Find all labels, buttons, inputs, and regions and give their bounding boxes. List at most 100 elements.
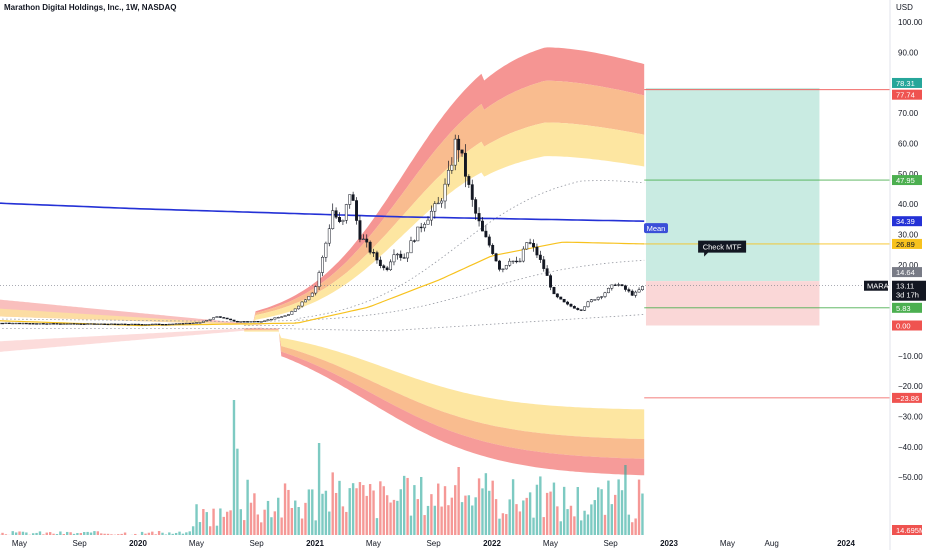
price-tag-stop-top	[892, 89, 922, 100]
volume-bar	[123, 532, 127, 535]
time-tick: May	[720, 539, 735, 548]
volume-bar	[382, 486, 385, 535]
candle-body	[269, 318, 273, 321]
volume-bar	[542, 517, 545, 535]
candle-body	[477, 213, 481, 222]
candle-body	[457, 138, 461, 151]
volume-bar	[273, 511, 277, 535]
volume-bar	[45, 532, 48, 535]
stop-zone[interactable]	[645, 281, 820, 326]
volume-bar	[556, 506, 559, 535]
volume-bar	[593, 500, 596, 535]
volume-bar	[324, 490, 328, 535]
volume-bar	[263, 509, 266, 535]
volume-bar	[290, 508, 294, 535]
volume-bar	[96, 531, 100, 535]
volume-bar	[426, 505, 430, 535]
mean-tag[interactable]	[643, 223, 668, 234]
candle-body	[606, 287, 610, 294]
candle-body	[555, 293, 559, 298]
candle-body	[273, 317, 277, 320]
price-tag-volume-label	[892, 525, 922, 535]
price-tag-entry-price	[892, 267, 922, 278]
volume-bar	[11, 531, 14, 535]
volume-bar	[270, 517, 273, 535]
candle-body	[24, 322, 28, 325]
time-tick: Sep	[72, 539, 87, 548]
check-mtf-callout[interactable]	[698, 240, 747, 257]
volume-bar	[484, 473, 488, 535]
volume-bar	[576, 487, 579, 535]
volume-bar	[256, 514, 260, 535]
candle-body	[150, 323, 154, 326]
time-axis[interactable]: May Sep 2020 May Sep 2021 May Sep 2022 May Sep 2023…	[12, 539, 856, 548]
candle-body	[38, 323, 42, 325]
candle-body	[446, 170, 450, 185]
candle-body	[133, 323, 137, 326]
candle-body	[106, 323, 110, 326]
candle-body	[474, 199, 478, 214]
candle-body	[167, 323, 171, 326]
volume-bar	[617, 479, 620, 535]
volume-bar	[202, 509, 205, 535]
candle-body	[576, 308, 580, 310]
volume-bar	[304, 502, 307, 535]
volume-bar	[583, 510, 586, 535]
candle-body	[116, 323, 120, 326]
price-tag-text: 5.83	[896, 304, 911, 313]
volume-bar	[379, 481, 382, 535]
candle-body	[610, 284, 614, 289]
candle-body	[324, 242, 328, 258]
candle-body	[239, 321, 243, 323]
candle-body	[603, 292, 607, 297]
volume-bar	[260, 522, 263, 535]
price-tick: 30.00	[898, 231, 919, 240]
volume-bar	[501, 513, 505, 535]
upper-band-left-inner	[0, 308, 262, 326]
candle-body	[290, 311, 294, 315]
volume-bar	[518, 511, 522, 535]
time-tick: 2023	[660, 539, 678, 548]
price-tag-text: 47.95	[896, 176, 915, 185]
volume-bar	[174, 532, 178, 535]
candle-body	[191, 322, 195, 325]
volume-bar	[620, 490, 624, 535]
volume-bar	[488, 490, 491, 535]
volume-bar	[317, 443, 321, 535]
candle-body	[103, 323, 107, 325]
candle-body	[538, 254, 542, 260]
candle-body	[433, 203, 437, 212]
volume-bar	[79, 533, 83, 535]
volume-bar	[641, 493, 644, 535]
candle-body	[147, 324, 151, 326]
lower-dotted-guide	[0, 314, 645, 332]
upper-band-left	[0, 299, 262, 326]
volume-bar	[185, 532, 188, 535]
plot-area[interactable]: Mean Check MTF	[0, 47, 890, 535]
candle-body	[215, 316, 219, 318]
lower-band-outer	[244, 328, 645, 476]
candle-body	[86, 323, 90, 325]
candle-body	[92, 323, 96, 325]
candle-body	[545, 268, 549, 276]
candle-body	[252, 321, 256, 323]
price-tag-yellow-price	[892, 238, 922, 249]
candle-body	[450, 164, 454, 171]
volume-bar	[21, 531, 25, 535]
candle-body	[501, 268, 505, 270]
price-tag-text: 26.89	[896, 240, 915, 249]
volume-bar	[72, 533, 76, 535]
candle-body	[317, 272, 321, 287]
candle-body	[470, 184, 474, 200]
volume-bar	[35, 532, 38, 535]
candle-body	[99, 323, 103, 325]
volume-bar	[420, 476, 423, 535]
volume-bar	[375, 518, 379, 535]
candle-body	[263, 320, 267, 322]
candle-body	[154, 323, 158, 326]
volume-bar	[328, 511, 331, 535]
candle-body	[562, 298, 566, 303]
volume-bar	[283, 483, 287, 535]
price-tag-text: 0.00	[896, 322, 911, 331]
